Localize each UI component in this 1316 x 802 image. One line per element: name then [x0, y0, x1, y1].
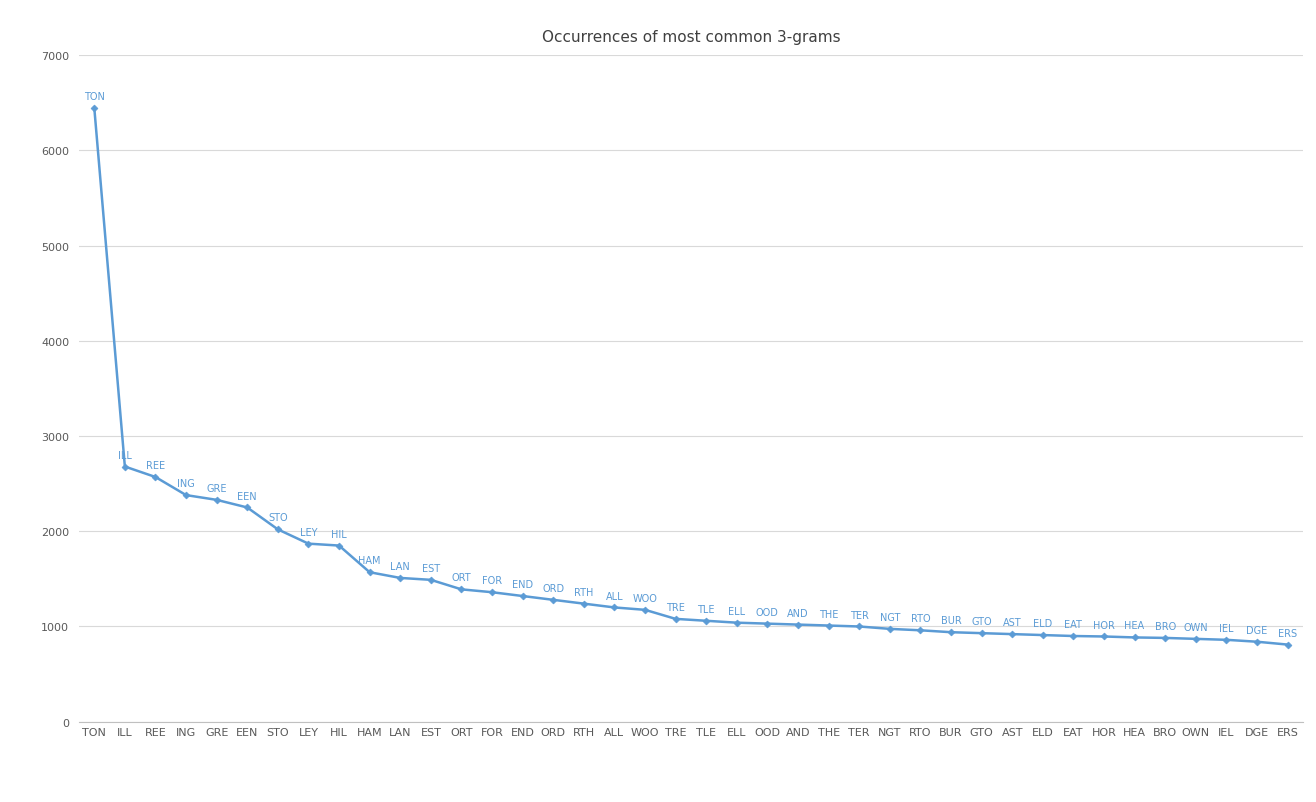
Text: RTO: RTO	[911, 614, 930, 624]
Text: TON: TON	[84, 91, 105, 102]
Text: HAM: HAM	[358, 556, 380, 565]
Text: OWN: OWN	[1183, 622, 1208, 632]
Text: AND: AND	[787, 608, 809, 618]
Text: ING: ING	[178, 479, 195, 488]
Text: BUR: BUR	[941, 615, 962, 626]
Text: EST: EST	[421, 563, 440, 573]
Text: FOR: FOR	[482, 576, 503, 585]
Text: THE: THE	[819, 609, 838, 619]
Text: ELL: ELL	[728, 606, 745, 616]
Text: GRE: GRE	[207, 484, 226, 493]
Text: IEL: IEL	[1219, 623, 1233, 633]
Text: LAN: LAN	[391, 561, 411, 571]
Text: WOO: WOO	[633, 593, 658, 603]
Text: ORD: ORD	[542, 583, 565, 593]
Text: TLE: TLE	[697, 604, 715, 614]
Text: EEN: EEN	[237, 491, 257, 501]
Text: HEA: HEA	[1124, 621, 1145, 630]
Text: ILL: ILL	[118, 450, 132, 460]
Text: DGE: DGE	[1246, 625, 1267, 635]
Text: RTH: RTH	[574, 587, 594, 597]
Text: LEY: LEY	[300, 527, 317, 537]
Text: HOR: HOR	[1094, 620, 1115, 630]
Text: EAT: EAT	[1065, 619, 1082, 630]
Text: AST: AST	[1003, 618, 1021, 627]
Text: TRE: TRE	[666, 602, 686, 612]
Text: TER: TER	[850, 610, 869, 620]
Text: END: END	[512, 579, 533, 589]
Text: REE: REE	[146, 460, 164, 471]
Text: GTO: GTO	[971, 617, 992, 626]
Text: ERS: ERS	[1278, 628, 1298, 638]
Text: ORT: ORT	[451, 573, 471, 583]
Text: BRO: BRO	[1154, 622, 1175, 631]
Text: ALL: ALL	[605, 591, 624, 601]
Text: HIL: HIL	[332, 529, 347, 539]
Title: Occurrences of most common 3-grams: Occurrences of most common 3-grams	[542, 30, 840, 45]
Text: NGT: NGT	[879, 612, 900, 622]
Text: STO: STO	[268, 512, 288, 523]
Text: ELD: ELD	[1033, 618, 1053, 628]
Text: OOD: OOD	[755, 607, 779, 617]
